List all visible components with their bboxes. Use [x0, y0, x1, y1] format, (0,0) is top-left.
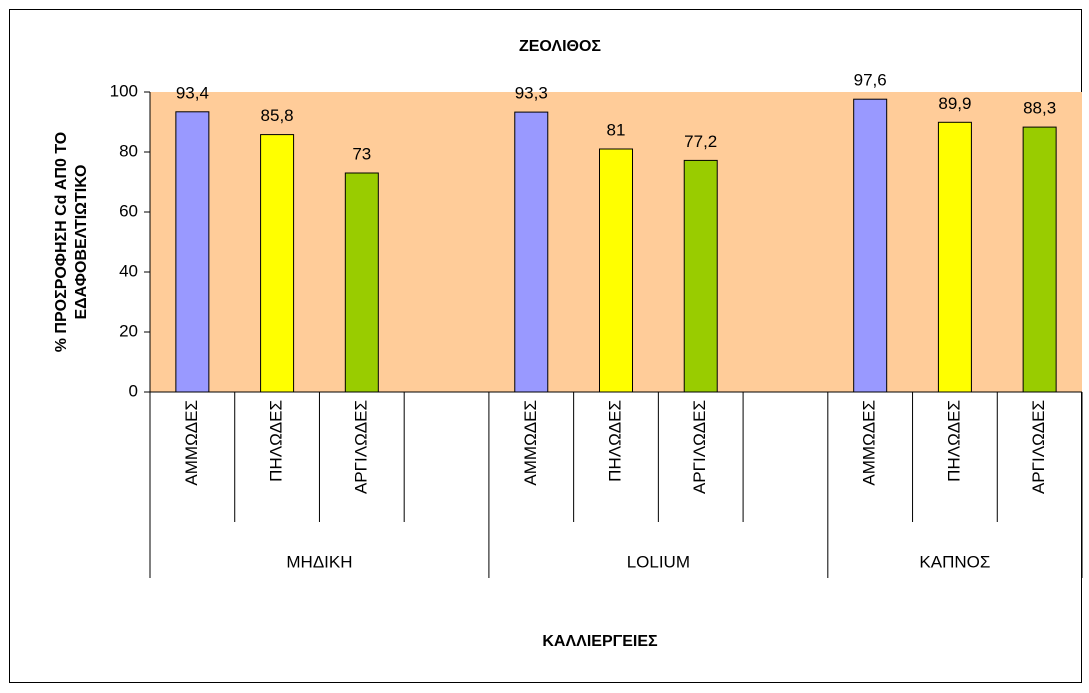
x-tick-label: ΑΜΜΩΔΕΣ [521, 400, 540, 486]
y-axis-title: ΕΔΑΦΟΒΕΛΤΙΩΤΙΚΟ [73, 165, 90, 320]
data-label: 73 [352, 144, 371, 163]
data-label: 81 [607, 120, 626, 139]
data-label: 97,6 [854, 71, 887, 90]
bar [599, 148, 633, 393]
bar [683, 159, 718, 393]
group-label: ΜΗΔΙΚΗ [286, 552, 352, 571]
chart-title: ΖΕΟΛΙΘΟΣ [519, 38, 601, 55]
x-axis-title: ΚΑΛΛΙΕΡΓΕΙΕΣ [542, 633, 658, 650]
group-label: ΚΑΠΝΟΣ [919, 552, 990, 571]
x-tick-label: ΑΡΓΙΛΩΔΕΣ [690, 400, 709, 494]
y-tick-label: 40 [119, 261, 138, 280]
bar [937, 121, 972, 393]
x-tick-label: ΑΡΓΙΛΩΔΕΣ [351, 400, 370, 494]
bar [344, 172, 379, 393]
bar [260, 134, 295, 393]
group-label: LOLIUM [627, 552, 690, 571]
data-label: 93,4 [176, 83, 209, 102]
x-tick-label: ΑΜΜΩΔΕΣ [860, 400, 879, 486]
data-label: 88,3 [1023, 99, 1056, 118]
data-label: 85,8 [261, 106, 294, 125]
x-tick-label: ΠΗΛΩΔΕΣ [944, 400, 963, 482]
y-axis-title: % ΠΡΟΣΡΟΦΗΣΗ Cd ΑΠ0 ΤΟ [53, 132, 70, 353]
bar [1022, 126, 1057, 393]
data-label: 89,9 [938, 94, 971, 113]
bar [853, 98, 888, 393]
y-tick-label: 80 [119, 141, 138, 160]
x-tick-label: ΑΜΜΩΔΕΣ [182, 400, 201, 486]
bar [514, 111, 549, 393]
x-tick-label: ΠΗΛΩΔΕΣ [605, 400, 624, 482]
y-tick-label: 100 [110, 81, 138, 100]
data-label: 77,2 [684, 132, 717, 151]
y-tick-label: 60 [119, 201, 138, 220]
x-tick-label: ΠΗΛΩΔΕΣ [267, 400, 286, 482]
data-label: 93,3 [515, 84, 548, 103]
y-tick-label: 20 [119, 321, 138, 340]
bar [175, 111, 210, 393]
x-tick-label: ΑΡΓΙΛΩΔΕΣ [1029, 400, 1048, 494]
y-tick-label: 0 [129, 381, 138, 400]
